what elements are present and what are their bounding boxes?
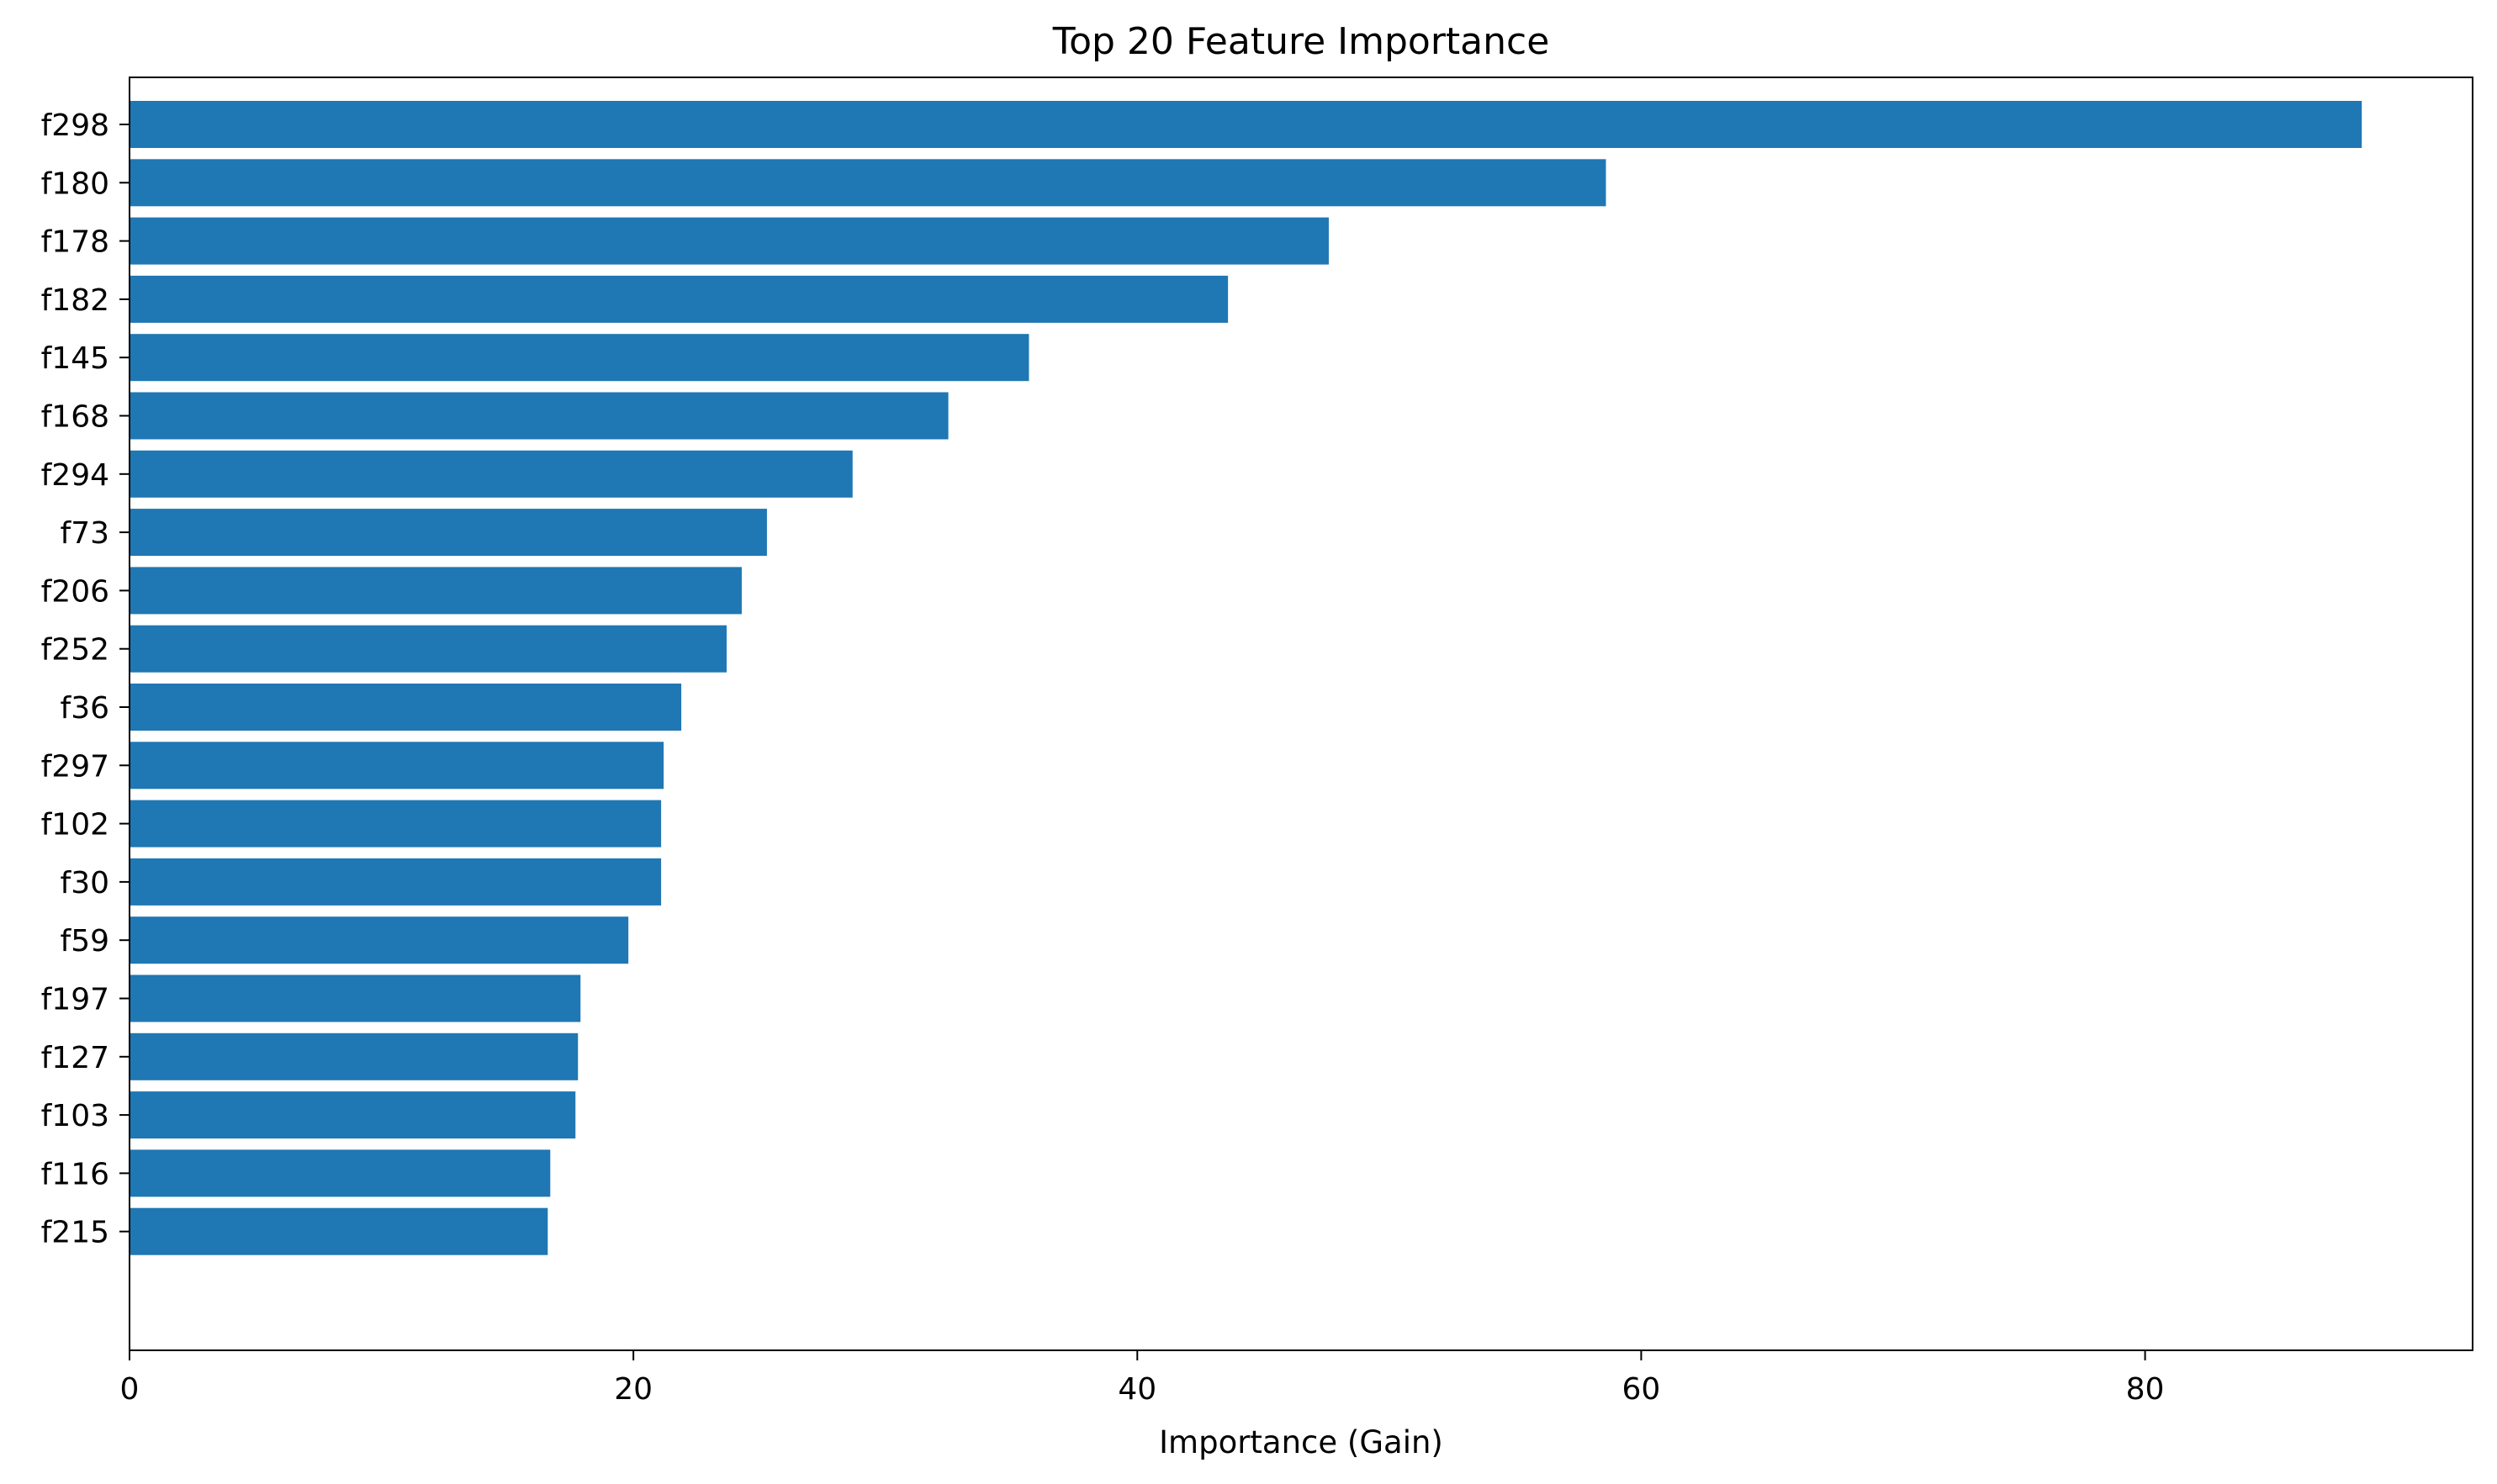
bar-f145 [130, 334, 1029, 382]
bar-f294 [130, 450, 853, 498]
bar-f59 [130, 916, 629, 964]
bar-f180 [130, 159, 1606, 207]
y-tick-label-f297: f297 [41, 749, 109, 784]
y-tick-label-f197: f197 [41, 983, 109, 1017]
y-tick-label-f59: f59 [61, 924, 109, 959]
y-tick-label-f182: f182 [41, 283, 109, 318]
y-tick-label-f103: f103 [41, 1099, 109, 1133]
y-tick-label-f73: f73 [61, 516, 109, 551]
y-tick-label-f294: f294 [41, 458, 109, 493]
chart-title: Top 20 Feature Importance [1052, 20, 1550, 63]
bar-f168 [130, 392, 949, 440]
y-tick-label-f168: f168 [41, 400, 109, 435]
y-tick-label-f102: f102 [41, 808, 109, 842]
x-tick-label-80: 80 [2126, 1372, 2165, 1407]
bar-f206 [130, 567, 742, 615]
bar-f297 [130, 742, 664, 790]
y-tick-label-f215: f215 [41, 1216, 109, 1250]
bar-f298 [130, 101, 2362, 148]
bar-f30 [130, 858, 662, 906]
y-tick-label-f178: f178 [41, 225, 109, 260]
bar-f178 [130, 217, 1329, 265]
x-tick-label-20: 20 [614, 1372, 653, 1407]
y-tick-label-f145: f145 [41, 341, 109, 376]
bar-f116 [130, 1149, 551, 1197]
bar-f252 [130, 625, 727, 673]
x-axis-label: Importance (Gain) [1159, 1424, 1443, 1460]
x-tick-label-40: 40 [1118, 1372, 1156, 1407]
x-tick-label-60: 60 [1622, 1372, 1661, 1407]
bar-f73 [130, 509, 767, 557]
y-tick-label-f127: f127 [41, 1041, 109, 1075]
x-axis-ticks: 0 20 40 60 80 [120, 1350, 2165, 1407]
bars-layer [130, 101, 2362, 1255]
y-tick-label-f252: f252 [41, 633, 109, 668]
bar-f197 [130, 974, 581, 1022]
bar-f102 [130, 800, 662, 848]
y-tick-label-f30: f30 [61, 866, 109, 900]
bar-f103 [130, 1091, 576, 1139]
x-tick-label-0: 0 [120, 1372, 140, 1407]
y-axis-ticks: f298 f180 f178 f182 f145 f168 f294 f73 f206 f252 f… [41, 108, 130, 1250]
bar-f36 [130, 684, 682, 731]
bar-f215 [130, 1207, 548, 1255]
y-tick-label-f180: f180 [41, 166, 109, 201]
plot-frame [129, 77, 2473, 1351]
y-tick-label-f298: f298 [41, 108, 109, 143]
y-tick-label-f36: f36 [61, 691, 109, 726]
y-tick-label-f116: f116 [41, 1157, 109, 1191]
bar-f182 [130, 275, 1229, 323]
y-tick-label-f206: f206 [41, 574, 109, 609]
bar-f127 [130, 1032, 579, 1080]
